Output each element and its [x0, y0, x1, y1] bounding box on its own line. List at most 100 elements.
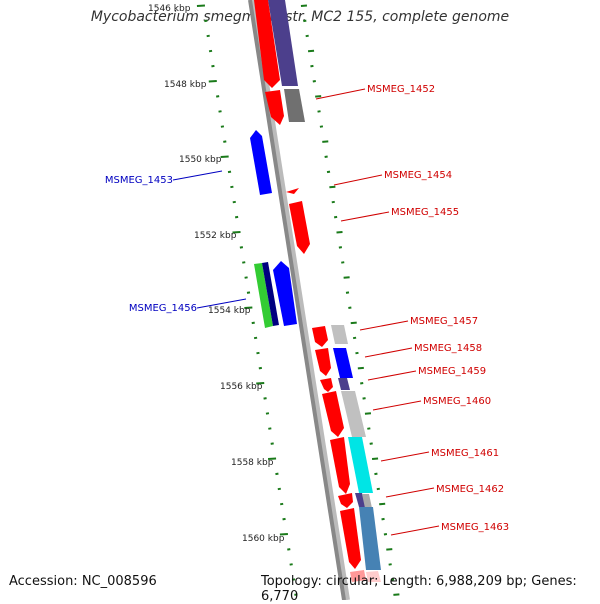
kbp-minor-tick [223, 140, 227, 143]
kbp-minor-tick [280, 502, 284, 506]
kbp-major-tick [279, 533, 288, 536]
kbp-minor-tick [204, 19, 208, 23]
gene-arrow-msmeg-1460 [322, 391, 344, 437]
backbone-line [248, 0, 346, 600]
kbp-major-tick [196, 4, 206, 7]
cog-box-purple [268, 0, 298, 86]
kbp-minor-tick [303, 19, 307, 23]
leader-msmeg-1452 [315, 88, 366, 100]
kbp-minor-tick [211, 64, 215, 68]
kbp-labels: 1546 kbp 1548 kbp 1550 kbp 1552 kbp 1554… [148, 4, 285, 544]
kbp-minor-tick [244, 276, 248, 279]
kbp-minor-tick [369, 442, 373, 445]
kbp-minor-tick [310, 64, 314, 68]
kbp-major-tick [336, 231, 343, 234]
kbp-minor-tick [390, 578, 395, 581]
gene-label-msmeg-1460: MSMEG_1460 [423, 396, 491, 407]
gene-labels: MSMEG_1452 MSMEG_1453 MSMEG_1454 MSMEG_1… [105, 84, 509, 533]
kbp-minor-tick [362, 397, 366, 400]
kbp-minor-tick [312, 80, 316, 83]
kbp-minor-tick [242, 261, 246, 264]
kbp-major-tick [371, 457, 379, 460]
gene-arrow-msmeg-1455 [289, 201, 310, 254]
cog-box-steelblue [359, 507, 381, 570]
gene-label-msmeg-1462: MSMEG_1462 [436, 484, 504, 495]
kbp-major-tick [256, 382, 265, 385]
kbp-minor-tick [341, 261, 345, 264]
kbp-label: 1560 kbp [242, 534, 285, 544]
kbp-minor-tick [326, 170, 331, 174]
gene-arrow-faded [350, 570, 366, 582]
kbp-major-tick [343, 276, 350, 279]
kbp-minor-tick [367, 427, 371, 430]
kbp-major-tick [315, 95, 322, 98]
kbp-minor-tick [360, 382, 364, 385]
kbp-minor-tick [338, 246, 343, 249]
leader-msmeg-1460 [372, 400, 422, 411]
gene-arrow-msmeg-1459 [320, 378, 333, 392]
kbp-major-tick [244, 306, 253, 309]
kbp-major-tick [364, 412, 372, 415]
kbp-minor-tick [218, 110, 222, 113]
kbp-minor-tick [383, 533, 388, 536]
kbp-minor-tick [333, 215, 338, 219]
kbp-minor-tick [256, 351, 260, 355]
leader-msmeg-1456 [196, 298, 247, 309]
leader-msmeg-1459 [367, 370, 417, 381]
gene-arrow-msmeg-1454 [286, 188, 299, 194]
leader-msmeg-1461 [380, 451, 430, 462]
kbp-major-tick [357, 366, 364, 370]
kbp-major-tick [307, 49, 315, 53]
gene-label-msmeg-1452: MSMEG_1452 [367, 84, 435, 95]
gene-bar-navy [262, 262, 279, 326]
gene-label-msmeg-1456: MSMEG_1456 [129, 303, 197, 314]
kbp-minor-tick [251, 321, 255, 325]
leader-msmeg-1463 [390, 525, 440, 536]
gene-label-msmeg-1458: MSMEG_1458 [414, 343, 482, 354]
gene-arrow-faded [366, 571, 381, 582]
gene-arrow-msmeg-1462 [338, 493, 353, 508]
kbp-minor-tick [268, 427, 272, 430]
gene-arrow-msmeg-1458 [315, 348, 331, 376]
gene-arrow-msmeg-1453 [250, 130, 272, 195]
kbp-minor-tick [227, 170, 232, 174]
kbp-minor-tick [374, 472, 378, 476]
gene-label-msmeg-1463: MSMEG_1463 [441, 522, 509, 533]
gene-arrow-msmeg-1461 [330, 437, 350, 494]
kbp-minor-tick [289, 563, 293, 566]
kbp-label: 1546 kbp [148, 4, 191, 14]
gene-label-msmeg-1454: MSMEG_1454 [384, 170, 452, 181]
kbp-minor-tick [246, 291, 251, 294]
kbp-minor-tick [345, 291, 350, 294]
kbp-label: 1548 kbp [164, 80, 207, 90]
kbp-label: 1556 kbp [220, 382, 263, 392]
gene-label-msmeg-1457: MSMEG_1457 [410, 316, 478, 327]
kbp-minor-tick [317, 110, 321, 113]
kbp-tick-track [196, 4, 298, 596]
cog-box-lightgray [341, 391, 366, 437]
kbp-minor-tick [230, 185, 234, 189]
kbp-minor-tick [263, 397, 267, 400]
kbp-minor-tick [287, 548, 291, 551]
accession-text: Accession: NC_008596 [9, 574, 157, 589]
kbp-minor-tick [348, 306, 352, 309]
leader-msmeg-1455 [340, 211, 390, 222]
kbp-minor-tick [291, 578, 296, 581]
gene-label-msmeg-1459: MSMEG_1459 [418, 366, 486, 377]
kbp-minor-tick [275, 472, 279, 476]
kbp-major-tick [208, 80, 217, 83]
kbp-minor-tick [388, 563, 392, 566]
gene-arrow-msmeg-1456 [273, 261, 297, 326]
leader-msmeg-1458 [364, 347, 413, 358]
kbp-major-tick [350, 321, 357, 325]
cog-box-blue [333, 348, 353, 378]
kbp-major-tick [232, 231, 241, 234]
gene-bar-green [254, 263, 273, 328]
gene-arrow-msmeg-1451 [254, 0, 280, 88]
map-title: Mycobacterium smegmatis str. MC2 155, co… [90, 9, 510, 25]
gene-label-msmeg-1453: MSMEG_1453 [105, 175, 173, 186]
kbp-minor-tick [234, 215, 239, 219]
cog-box-cyan [348, 437, 373, 493]
leader-msmeg-1462 [385, 487, 435, 498]
